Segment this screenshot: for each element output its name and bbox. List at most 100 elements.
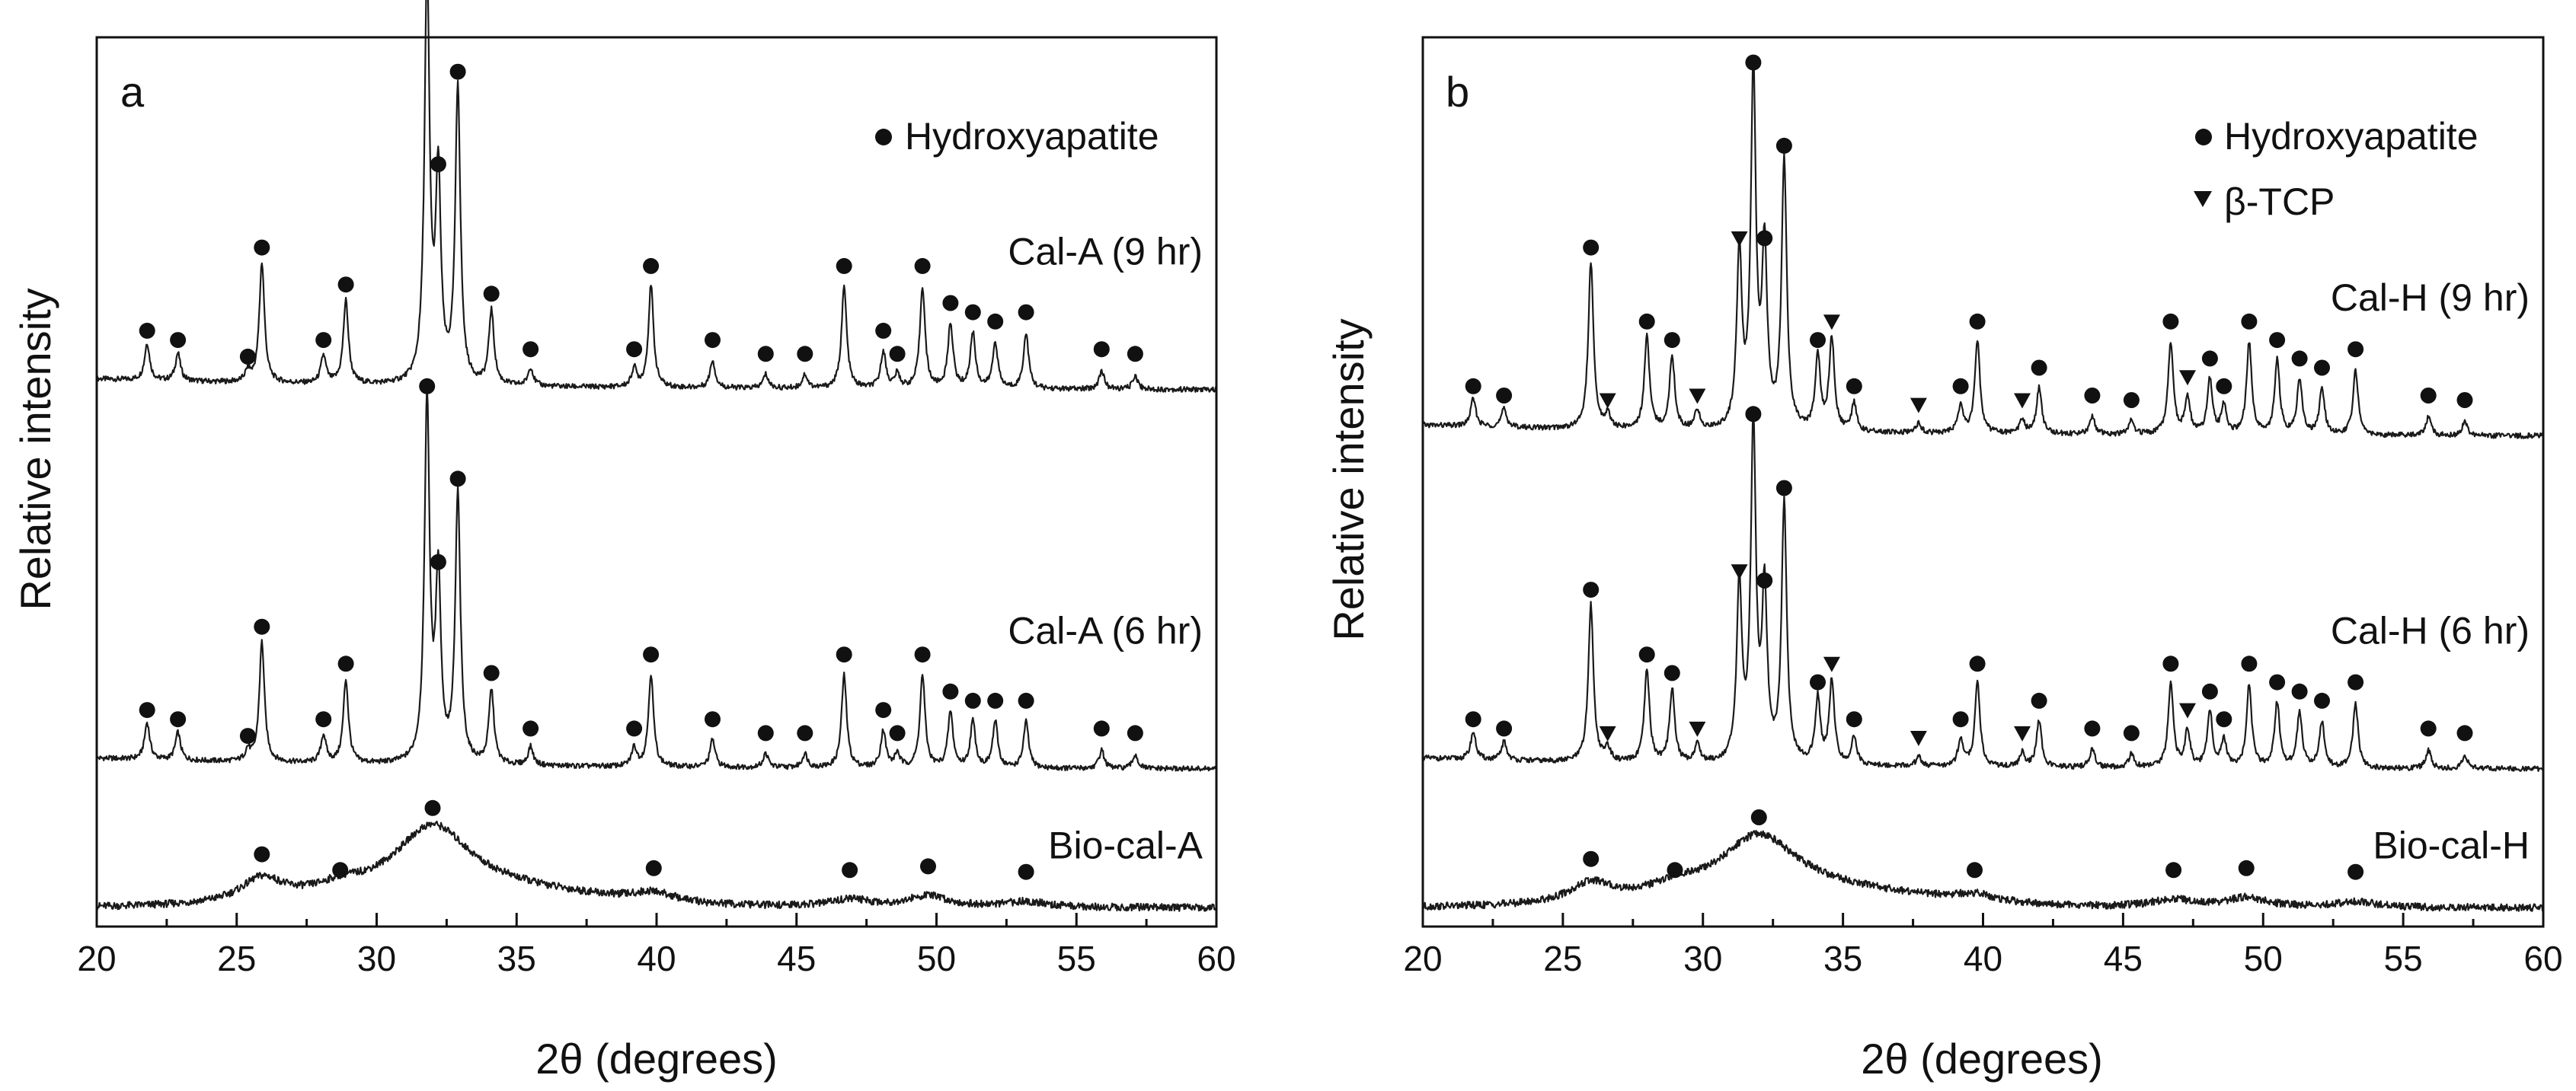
hydroxyapatite-peak-marker: [1846, 378, 1862, 394]
hydroxyapatite-peak-marker: [1667, 862, 1683, 879]
hydroxyapatite-peak-marker: [254, 846, 270, 863]
beta-tcp-peak-marker: [2179, 370, 2196, 386]
hydroxyapatite-peak-marker: [705, 711, 721, 728]
hydroxyapatite-peak-marker: [942, 683, 959, 700]
hydroxyapatite-peak-marker: [1093, 720, 1110, 737]
hydroxyapatite-peak-marker: [2162, 656, 2179, 672]
legend-hydroxyapatite-marker: [2195, 129, 2212, 145]
panel-b-tick-labels: 20 25 30 35 40 45 50 55 60: [1403, 939, 2562, 978]
legend-hydroxyapatite-marker: [875, 129, 892, 145]
hydroxyapatite-peak-marker: [2420, 388, 2437, 404]
hydroxyapatite-peak-marker: [1638, 646, 1655, 663]
hydroxyapatite-peak-marker: [1638, 313, 1655, 330]
x-tick-label: 60: [1197, 939, 1235, 978]
hydroxyapatite-peak-marker: [964, 304, 981, 321]
hydroxyapatite-peak-marker: [797, 346, 813, 362]
hydroxyapatite-peak-marker: [842, 862, 858, 879]
beta-tcp-peak-marker: [2014, 393, 2031, 409]
hydroxyapatite-peak-marker: [1496, 720, 1513, 737]
beta-tcp-peak-marker: [1731, 231, 1748, 247]
panel-b-markers: [1465, 54, 2473, 880]
hydroxyapatite-peak-marker: [1664, 665, 1680, 681]
hydroxyapatite-peak-marker: [1496, 388, 1513, 404]
hydroxyapatite-peak-marker: [1775, 480, 1792, 496]
hydroxyapatite-peak-marker: [626, 720, 643, 737]
panel-a-ticks: [95, 913, 1218, 927]
hydroxyapatite-peak-marker: [449, 63, 466, 80]
hydroxyapatite-peak-marker: [2420, 720, 2437, 737]
hydroxyapatite-peak-marker: [1846, 711, 1862, 728]
hydroxyapatite-peak-marker: [705, 332, 721, 349]
hydroxyapatite-peak-marker: [1750, 809, 1767, 825]
legend-hydroxyapatite-label: Hydroxyapatite: [2224, 115, 2479, 158]
panel-a-frame: [95, 36, 1218, 928]
hydroxyapatite-peak-marker: [239, 728, 256, 745]
x-tick-label: 20: [77, 939, 116, 978]
hydroxyapatite-peak-marker: [2241, 656, 2258, 672]
panel-b-traces: [1421, 55, 2545, 912]
panel-b-series-labels: Cal-H (9 hr) Cal-H (6 hr) Bio-cal-H: [2331, 276, 2530, 867]
hydroxyapatite-peak-marker: [757, 346, 774, 362]
hydroxyapatite-peak-marker: [315, 332, 332, 349]
hydroxyapatite-peak-marker: [2123, 725, 2140, 742]
hydroxyapatite-peak-marker: [2201, 350, 2218, 367]
hydroxyapatite-peak-marker: [626, 341, 643, 358]
beta-tcp-peak-marker: [2179, 703, 2196, 719]
x-tick-label: 30: [357, 939, 396, 978]
trace-cal-a-9-hr: [95, 0, 1217, 393]
panel-a: Relative intensity 20 25 30 35 40 45 50 55 60 Ca…: [11, 0, 1236, 1083]
legend-beta-tcp-label: β-TCP: [2224, 180, 2335, 223]
hydroxyapatite-peak-marker: [2456, 725, 2473, 742]
hydroxyapatite-peak-marker: [2123, 392, 2140, 408]
hydroxyapatite-peak-marker: [430, 553, 446, 570]
hydroxyapatite-peak-marker: [2031, 692, 2047, 709]
hydroxyapatite-peak-marker: [875, 702, 892, 719]
hydroxyapatite-peak-marker: [2269, 674, 2286, 691]
hydroxyapatite-peak-marker: [1093, 341, 1110, 358]
beta-tcp-peak-marker: [1599, 393, 1616, 409]
hydroxyapatite-peak-marker: [254, 239, 270, 256]
hydroxyapatite-peak-marker: [987, 692, 1004, 709]
hydroxyapatite-peak-marker: [2216, 711, 2232, 728]
hydroxyapatite-peak-marker: [170, 711, 187, 728]
hydroxyapatite-peak-marker: [2347, 863, 2364, 880]
hydroxyapatite-peak-marker: [139, 702, 155, 719]
hydroxyapatite-peak-marker: [2162, 313, 2179, 330]
hydroxyapatite-peak-marker: [987, 313, 1004, 330]
hydroxyapatite-peak-marker: [170, 332, 187, 349]
hydroxyapatite-peak-marker: [2347, 341, 2364, 358]
beta-tcp-peak-marker: [1689, 721, 1706, 737]
hydroxyapatite-peak-marker: [645, 860, 662, 876]
hydroxyapatite-peak-marker: [2291, 350, 2308, 367]
hydroxyapatite-peak-marker: [139, 322, 155, 339]
x-tick-label: 25: [217, 939, 256, 978]
x-tick-label: 50: [917, 939, 956, 978]
hydroxyapatite-peak-marker: [2216, 378, 2232, 394]
hydroxyapatite-peak-marker: [836, 257, 852, 274]
hydroxyapatite-peak-marker: [942, 295, 959, 311]
series-label-cal-a-9-hr: Cal-A (9 hr): [1008, 230, 1203, 273]
hydroxyapatite-peak-marker: [337, 656, 354, 672]
x-tick-label: 40: [637, 939, 676, 978]
x-tick-label: 25: [1543, 939, 1582, 978]
hydroxyapatite-peak-marker: [523, 720, 539, 737]
hydroxyapatite-peak-marker: [2347, 674, 2364, 691]
x-tick-label: 30: [1683, 939, 1722, 978]
trace-bio-cal-a: [96, 820, 1218, 912]
hydroxyapatite-peak-marker: [875, 322, 892, 339]
hydroxyapatite-peak-marker: [315, 711, 332, 728]
hydroxyapatite-peak-marker: [914, 646, 931, 663]
series-label-cal-h-6-hr: Cal-H (6 hr): [2331, 610, 2530, 652]
hydroxyapatite-peak-marker: [2269, 332, 2286, 349]
hydroxyapatite-peak-marker: [2201, 683, 2218, 700]
panel-a-letter: a: [120, 68, 145, 116]
panel-b-frame: [1421, 36, 2545, 928]
hydroxyapatite-peak-marker: [2291, 683, 2308, 700]
x-tick-label: 40: [1964, 939, 2002, 978]
hydroxyapatite-peak-marker: [1745, 406, 1762, 423]
hydroxyapatite-peak-marker: [337, 276, 354, 293]
panel-b: Relative intensity 20 25 30 35 40 45 50 55 60 Ca…: [1325, 36, 2563, 1083]
hydroxyapatite-peak-marker: [1952, 711, 1969, 728]
x-tick-label: 55: [2384, 939, 2423, 978]
hydroxyapatite-peak-marker: [2084, 388, 2101, 404]
